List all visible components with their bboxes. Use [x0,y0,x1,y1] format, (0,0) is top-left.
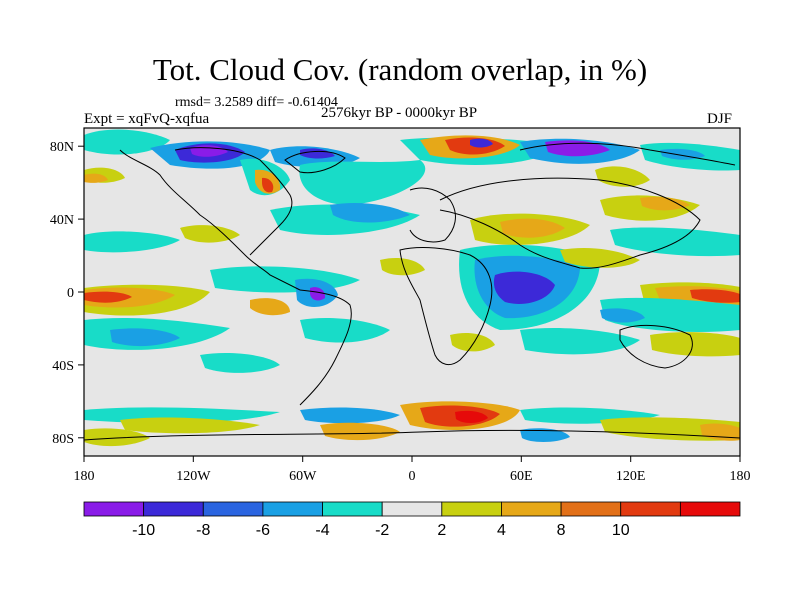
lon-tick-label: 60W [289,469,317,484]
colorbar-swatch [262,501,323,517]
colorbar-swatch [322,501,383,517]
colorbar-level-label: 8 [557,522,566,539]
colorbar-level-label: -6 [256,522,270,539]
colorbar-level-label: -8 [196,522,210,539]
time-period-label: 2576kyr BP - 0000kyr BP [321,105,478,121]
axis-ticks [78,145,741,462]
lon-tick-label: 120W [176,469,211,484]
colorbar: -10 -8 -6 -4 -2 2 4 8 10 [83,501,741,539]
colorbar-swatch [441,501,502,517]
colorbar-swatch [83,501,145,517]
lon-tick-label: 180 [74,469,95,484]
colorbar-swatch [143,501,204,517]
experiment-label: Expt = xqFvQ-xqfua [84,111,210,127]
colorbar-swatch [679,501,741,517]
colorbar-swatch [381,501,443,517]
colorbar-level-label: -4 [315,522,329,539]
colorbar-level-label: -10 [132,522,155,539]
season-label: DJF [707,111,733,127]
lon-tick-label: 60E [510,469,533,484]
lat-tick-label: 40N [50,213,74,228]
colorbar-level-label: -2 [375,522,389,539]
anomaly-contours [84,129,740,447]
colorbar-swatch [560,501,622,517]
lat-tick-label: 80N [50,140,74,155]
lat-tick-label: 80S [52,432,74,447]
lat-tick-label: 40S [52,359,74,374]
colorbar-swatch [202,501,264,517]
lon-tick-label: 0 [409,469,416,484]
colorbar-swatch [620,501,681,517]
coastlines [83,142,741,441]
colorbar-level-label: 10 [612,522,630,539]
lon-tick-label: 120E [616,469,646,484]
lon-tick-label: 180 [730,469,751,484]
rmsd-diff-stats: rmsd= 3.2589 diff= -0.61404 [175,95,338,110]
colorbar-level-label: 4 [497,522,506,539]
lat-tick-label: 0 [67,286,74,301]
plot-title: Tot. Cloud Cov. (random overlap, in %) [152,52,648,87]
colorbar-swatch [501,501,562,517]
colorbar-level-label: 2 [437,522,446,539]
